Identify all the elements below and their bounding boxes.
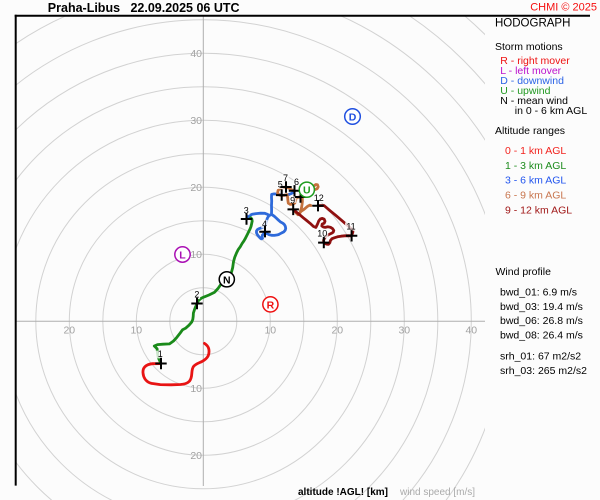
svg-text:bwd_01: 6.9 m/s: bwd_01: 6.9 m/s xyxy=(500,287,577,299)
svg-text:Altitude ranges: Altitude ranges xyxy=(495,125,565,137)
svg-text:altitude !AGL! [km]: altitude !AGL! [km] xyxy=(298,487,388,498)
svg-text:20: 20 xyxy=(190,450,202,462)
svg-text:30: 30 xyxy=(190,115,202,127)
svg-text:12: 12 xyxy=(314,193,324,203)
svg-text:L - left mover: L - left mover xyxy=(500,65,561,77)
svg-text:1 - 3 km AGL: 1 - 3 km AGL xyxy=(505,160,566,172)
svg-text:11: 11 xyxy=(346,222,355,232)
svg-text:30: 30 xyxy=(398,324,410,336)
svg-text:wind speed [m/s]: wind speed [m/s] xyxy=(399,487,475,498)
svg-text:20: 20 xyxy=(190,182,202,194)
svg-text:in 0 - 6 km AGL: in 0 - 6 km AGL xyxy=(515,105,588,117)
svg-text:D: D xyxy=(349,112,357,124)
svg-text:D - downwind: D - downwind xyxy=(500,75,564,87)
svg-text:10: 10 xyxy=(190,249,202,261)
svg-text:9: 9 xyxy=(290,195,295,205)
svg-text:40: 40 xyxy=(190,48,202,60)
svg-text:10: 10 xyxy=(190,383,202,395)
svg-text:9 - 12 km AGL: 9 - 12 km AGL xyxy=(505,204,572,216)
svg-text:3 - 6 km AGL: 3 - 6 km AGL xyxy=(505,175,566,187)
svg-text:10: 10 xyxy=(264,324,276,336)
svg-text:bwd_03: 19.4 m/s: bwd_03: 19.4 m/s xyxy=(500,301,583,313)
svg-text:4: 4 xyxy=(262,219,267,229)
svg-text:6 - 9 km AGL: 6 - 9 km AGL xyxy=(505,190,566,202)
svg-text:3: 3 xyxy=(244,206,249,216)
svg-text:10: 10 xyxy=(130,324,142,336)
svg-text:CHMI © 2025: CHMI © 2025 xyxy=(530,2,597,14)
svg-text:R: R xyxy=(267,299,275,311)
svg-text:40: 40 xyxy=(465,324,477,336)
svg-text:bwd_08: 26.4 m/s: bwd_08: 26.4 m/s xyxy=(500,329,583,341)
svg-text:Praha-Libus 22.09.2025 06 UT: Praha-Libus 22.09.2025 06 UTC xyxy=(48,1,240,15)
svg-text:srh_03: 265 m2/s2: srh_03: 265 m2/s2 xyxy=(500,365,587,377)
svg-text:N: N xyxy=(223,274,231,286)
svg-text:U: U xyxy=(303,185,311,197)
svg-text:Storm motions: Storm motions xyxy=(495,41,563,53)
svg-text:0 - 1 km AGL: 0 - 1 km AGL xyxy=(505,145,566,157)
svg-text:bwd_06: 26.8 m/s: bwd_06: 26.8 m/s xyxy=(500,315,583,327)
svg-text:6: 6 xyxy=(294,177,299,187)
svg-text:2: 2 xyxy=(194,290,199,300)
svg-text:1: 1 xyxy=(158,349,163,359)
svg-text:N - mean wind: N - mean wind xyxy=(500,95,568,107)
svg-text:srh_01: 67 m2/s2: srh_01: 67 m2/s2 xyxy=(500,351,581,363)
svg-text:7: 7 xyxy=(283,173,288,183)
svg-text:20: 20 xyxy=(63,324,75,336)
svg-text:5: 5 xyxy=(278,180,283,190)
svg-text:L: L xyxy=(179,250,186,262)
svg-text:10: 10 xyxy=(317,229,327,239)
svg-text:20: 20 xyxy=(331,324,343,336)
svg-text:R - right mover: R - right mover xyxy=(500,55,570,67)
svg-text:HODOGRAPH: HODOGRAPH xyxy=(495,18,570,30)
svg-text:Wind profile: Wind profile xyxy=(496,266,552,278)
svg-text:U - upwind: U - upwind xyxy=(500,85,550,97)
